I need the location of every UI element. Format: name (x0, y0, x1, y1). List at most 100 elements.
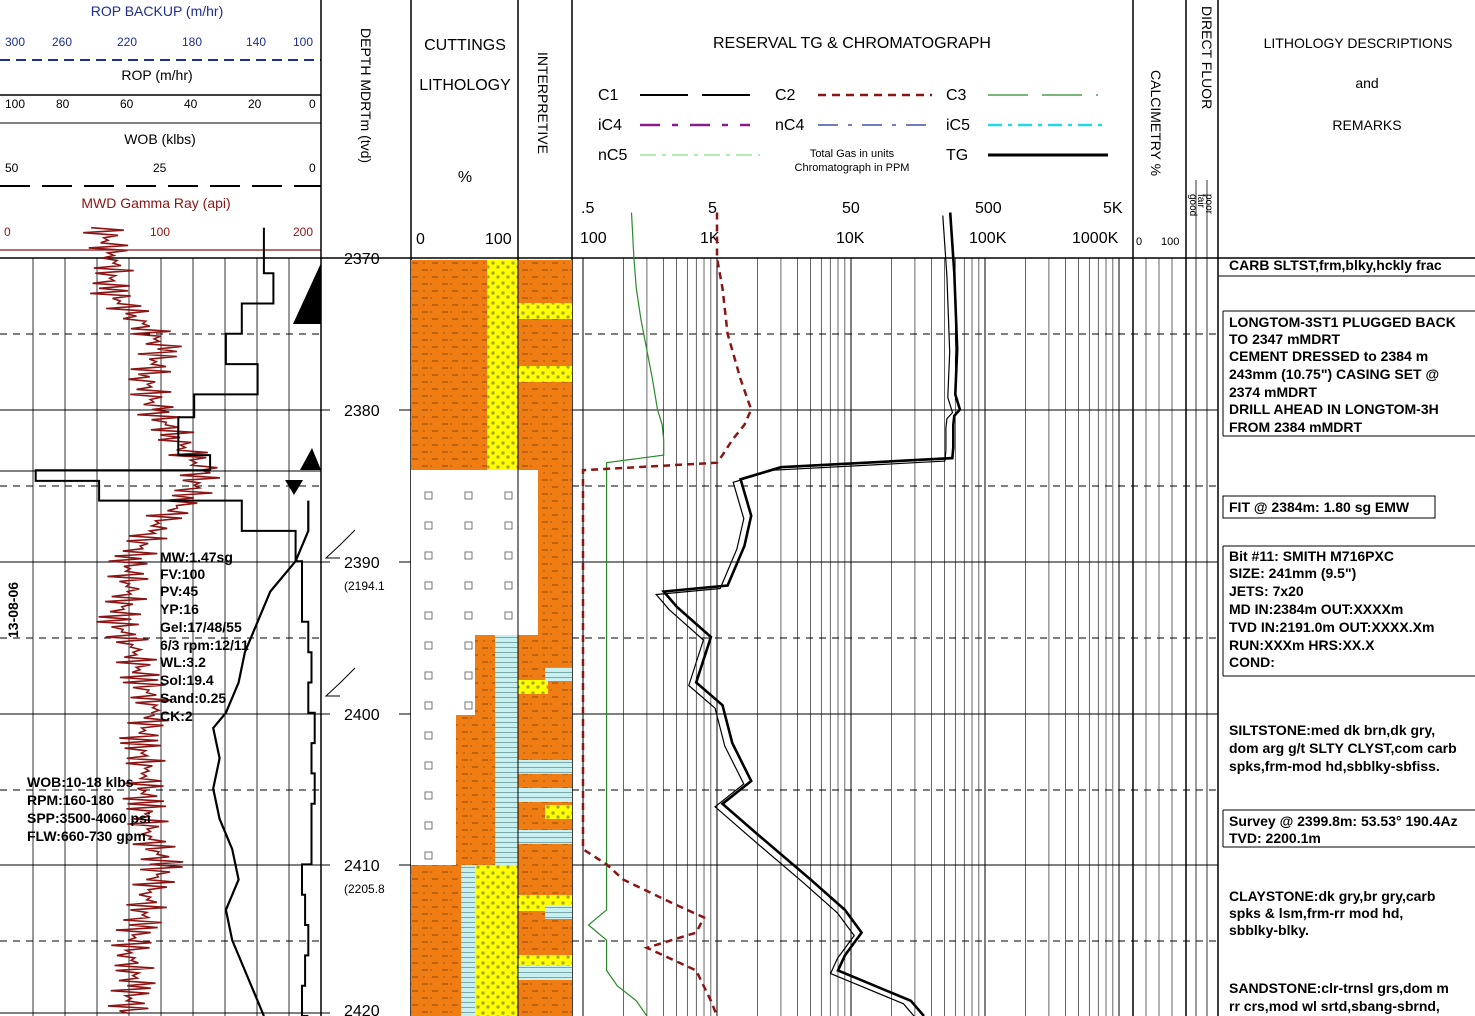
legend-label-c3: C3 (946, 87, 967, 104)
remark-survey-line: Survey @ 2399.8m: 53.53° 190.4Az (1229, 813, 1458, 829)
rop-tick: 60 (120, 97, 134, 111)
remark-bit-line: MD IN:2384m OUT:XXXXm (1229, 601, 1403, 617)
wob-title: WOB (klbs) (124, 131, 196, 147)
cuttings-title: CUTTINGS (424, 37, 506, 54)
interp-siltstone (518, 260, 572, 1016)
interpretive-title: INTERPRETIVE (535, 52, 551, 154)
rop-backup-tick: 180 (182, 35, 202, 49)
interp-sandstone (518, 303, 572, 319)
legend-label-nc5: nC5 (598, 147, 627, 164)
depth-label: 2370 (344, 251, 380, 268)
remark-siltstone-line: dom arg g/t SLTY CLYST,com carb (1229, 740, 1457, 756)
mud-property: FV:100 (160, 566, 205, 582)
gas-log-grid (582, 258, 1120, 1016)
remark-survey-line: TVD: 2200.1m (1229, 830, 1321, 846)
gas-ticks-units: .5 5 50 500 5K (581, 200, 1123, 217)
rop-backup-tick: 140 (246, 35, 266, 49)
wob-curve (212, 500, 310, 1016)
interp-claystone (545, 667, 572, 681)
markers (285, 263, 356, 697)
rop-curve (34, 227, 316, 1016)
gas-tick-unit: 5K (1103, 200, 1123, 217)
remark-siltstone-line: SILTSTONE:med dk brn,dk gry, (1229, 722, 1435, 738)
gamma-tick: 200 (293, 225, 313, 239)
legend-label-ic4: iC4 (598, 117, 622, 134)
interp-claystone (545, 905, 572, 919)
log-header: ROP BACKUP (m/hr) 300 260 220 180 140 10… (0, 3, 1475, 259)
rop-tick: 100 (5, 97, 25, 111)
remark-claystone-line: spks & lsm,frm-rr mod hd, (1229, 905, 1403, 921)
fluor-grade-good: good (1187, 194, 1198, 216)
interp-cement (518, 470, 538, 635)
lithology-remarks: REMARKS (1332, 117, 1401, 133)
wob-tick: 25 (153, 161, 167, 175)
gamma-tick: 0 (4, 225, 11, 239)
mud-property: Gel:17/48/55 (160, 619, 242, 635)
remark-plug-line: CEMENT DRESSED to 2384 m (1229, 348, 1428, 364)
litho-cement (411, 635, 475, 715)
litho-siltstone (456, 715, 475, 865)
rop-backup-title: ROP BACKUP (m/hr) (91, 3, 224, 19)
drilling-parameter: WOB:10-18 klbs (27, 774, 134, 790)
gas-tick-unit: 5 (708, 200, 717, 217)
rop-tick: 80 (56, 97, 70, 111)
remark-plug-line: 2374 mMDRT (1229, 384, 1317, 400)
mud-property: 6/3 rpm:12/11 (160, 637, 249, 653)
litho-claystone (461, 865, 475, 1016)
survey-arrow (324, 529, 356, 559)
tvd-label: (2194.1 (344, 579, 385, 593)
gas-legend: C1 C2 C3 iC4 nC4 iC5 nC5 TG (598, 87, 1108, 164)
calcimetry-tick-left: 0 (1136, 236, 1142, 248)
c2-curve (581, 212, 753, 1016)
legend-label-ic5: iC5 (946, 117, 970, 134)
cuttings-tick-right: 100 (485, 231, 512, 248)
mud-property: Sol:19.4 (160, 672, 214, 688)
gamma-title: MWD Gamma Ray (api) (81, 195, 230, 211)
litho-siltstone (411, 260, 487, 470)
depth-title: DEPTH MDRTm (tvd) (358, 28, 374, 163)
remark-plug-line: FROM 2384 mMDRT (1229, 419, 1362, 435)
curves-layer (34, 212, 962, 1016)
interp-claystone (518, 760, 572, 774)
remark-bit-line: RUN:XXXm HRS:XX.X (1229, 637, 1375, 653)
depth-label: 2420 (344, 1003, 380, 1016)
rop-title: ROP (m/hr) (121, 67, 192, 83)
rop-backup-tick: 300 (5, 35, 25, 49)
mud-property: CK:2 (160, 708, 193, 724)
depth-label: 2410 (344, 858, 380, 875)
interp-claystone (518, 966, 572, 980)
gas-note-1: Total Gas in units (810, 148, 895, 160)
remark-bit-line: COND: (1229, 654, 1275, 670)
remark-siltstone-line: spks,frm-mod hd,sbblky-sbfiss. (1229, 758, 1440, 774)
gamma-ray-curve (83, 226, 220, 1015)
mud-property: MW:1.47sg (160, 549, 233, 565)
direct-fluor-title: DIRECT FLUOR (1199, 6, 1215, 109)
remark-bit-line: JETS: 7x20 (1229, 583, 1304, 599)
remark-bit-line: Bit #11: SMITH M716PXC (1229, 548, 1394, 564)
mud-property: YP:16 (160, 601, 199, 617)
rop-tick: 40 (184, 97, 198, 111)
rop-tick: 20 (248, 97, 262, 111)
gas-tick-ppm: 1000K (1072, 230, 1119, 247)
remark-sandstone-line: SANDSTONE:clr-trnsl grs,dom m (1229, 980, 1449, 996)
survey-arrow (324, 667, 356, 697)
legend-label-tg: TG (946, 147, 968, 164)
depth-label: 2400 (344, 707, 380, 724)
drilling-parameter: FLW:660-730 gpm (27, 828, 146, 844)
mud-property: Sand:0.25 (160, 690, 226, 706)
track-annotations: 13-08-06 MW:1.47sg FV:100 PV:45 YP:16 Ge… (5, 549, 249, 844)
gas-tick-unit: 500 (975, 200, 1002, 217)
litho-siltstone (411, 865, 461, 1016)
c1-curve (654, 215, 954, 1016)
cuttings-lithology-track (411, 260, 518, 1016)
interp-sandstone (518, 680, 548, 694)
remark-claystone-line: sbblky-blky. (1229, 922, 1309, 938)
rop-backup-tick: 220 (117, 35, 137, 49)
depth-label: 2390 (344, 555, 380, 572)
rop-backup-ticks: 300 260 220 180 140 100 (5, 35, 313, 49)
calcimetry-title: CALCIMETRY % (1148, 70, 1164, 176)
remark-plug-line: DRILL AHEAD IN LONGTOM-3H (1229, 401, 1439, 417)
cuttings-tick-left: 0 (416, 231, 425, 248)
wob-ticks: 50 25 0 (5, 161, 316, 175)
lithology-title: LITHOLOGY DESCRIPTIONS (1264, 35, 1453, 51)
